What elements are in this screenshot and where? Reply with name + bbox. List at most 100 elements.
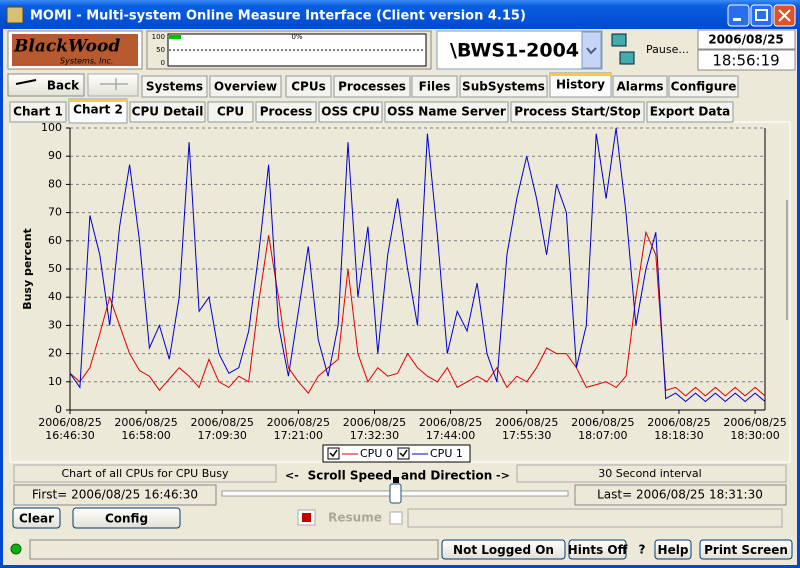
scroll-label-2: and Direction [401, 469, 492, 483]
tab-label: SubSystems [462, 80, 545, 94]
subtab[interactable] [68, 98, 128, 124]
series-line [69, 127, 766, 403]
network-icon [611, 33, 627, 47]
subtab-label: OSS CPU [321, 105, 379, 119]
tab[interactable] [668, 75, 739, 98]
series-line [69, 230, 766, 397]
tab[interactable] [612, 75, 668, 98]
tab-label: Configure [671, 80, 737, 94]
login-button-label: Not Logged On [453, 543, 554, 557]
last-time: Last= 2006/08/25 18:31:30 [597, 488, 763, 502]
tab-label: CPUs [291, 80, 326, 94]
print-button[interactable] [699, 539, 793, 560]
resume-icon [302, 513, 311, 522]
legend-check [329, 449, 338, 458]
x-tick-label: 2006/08/25 18:30:00 [723, 416, 786, 442]
y-tick-label: 100 [41, 121, 62, 134]
logo-background [12, 34, 138, 66]
system-combo[interactable] [436, 30, 603, 70]
y-tick-label: 50 [48, 262, 62, 275]
meter-value: 0% [291, 33, 302, 41]
y-tick-label: 40 [48, 290, 62, 303]
x-tick-label: 2006/08/25 16:46:30 [38, 416, 101, 442]
pause-label[interactable]: Pause... [646, 43, 689, 56]
minimize-glyph [733, 18, 741, 21]
x-tick-label: 2006/08/25 18:07:00 [571, 416, 634, 442]
y-tick-label: 0 [55, 403, 62, 416]
date-box [697, 29, 796, 50]
hints-button[interactable] [568, 539, 627, 560]
config-button[interactable] [72, 507, 181, 529]
config-button-label: Config [105, 512, 148, 526]
description: Chart of all CPUs for CPU Busy [61, 467, 228, 480]
first-time: First= 2006/08/25 16:46:30 [32, 488, 198, 502]
interval-box [516, 464, 787, 483]
subtab-label: Process Start/Stop [514, 105, 641, 119]
system-name: \BWS1-2004 [450, 40, 579, 62]
tab-label: Systems [146, 80, 203, 94]
description-box [13, 464, 277, 483]
title-bar [0, 0, 800, 29]
resume-label[interactable]: Resume [328, 511, 382, 525]
y-tick-label: 70 [48, 206, 62, 219]
y-tick-label: 90 [48, 149, 62, 162]
time-box [697, 49, 796, 71]
help-button[interactable] [654, 539, 692, 560]
chart-panel [9, 121, 791, 463]
subtab[interactable] [9, 101, 67, 123]
resume-checkbox[interactable] [389, 511, 403, 525]
back-label: Back [47, 79, 80, 93]
subtab-label: Process [260, 105, 313, 119]
back-button[interactable] [7, 73, 85, 97]
forward-arrow [100, 78, 128, 90]
y-tick-label: 30 [48, 318, 62, 331]
scroll-right: -> [496, 469, 510, 482]
minimize-button[interactable] [727, 4, 750, 27]
print-button-label: Print Screen [704, 543, 788, 557]
y-tick-label: 60 [48, 234, 62, 247]
legend-label: CPU 1 [430, 447, 463, 460]
help-question: ? [639, 543, 646, 557]
app-icon [6, 6, 24, 24]
tab[interactable] [411, 75, 458, 98]
legend-checkbox[interactable] [327, 447, 340, 460]
status-light [10, 543, 22, 555]
tab[interactable] [285, 75, 332, 98]
subtab[interactable] [384, 101, 509, 123]
slider-thumb[interactable] [389, 483, 402, 504]
clear-button[interactable] [12, 507, 61, 529]
logo-subtext: Systems, Inc. [60, 57, 113, 66]
back-arrow [15, 79, 37, 85]
combo-dropdown[interactable] [581, 31, 602, 69]
legend-checkbox[interactable] [397, 447, 410, 460]
x-tick-label: 2006/08/25 17:09:30 [191, 416, 254, 442]
x-tick-label: 2006/08/25 17:44:00 [419, 416, 482, 442]
logo-text: BlackWood [13, 37, 120, 57]
subtab-highlight [69, 99, 127, 102]
subtab[interactable] [510, 101, 645, 123]
tab-label: Overview [214, 80, 277, 94]
tab[interactable] [459, 75, 548, 98]
subtab[interactable] [318, 101, 383, 123]
close-glyph [778, 9, 791, 22]
x-tick-label: 2006/08/25 17:55:30 [495, 416, 558, 442]
first-box [13, 484, 217, 506]
x-tick-label: 2006/08/25 16:58:00 [114, 416, 177, 442]
subtab[interactable] [646, 101, 734, 123]
forward-button[interactable] [87, 73, 139, 97]
subtab[interactable] [129, 101, 206, 123]
login-button[interactable] [441, 539, 566, 560]
maximize-button[interactable] [750, 4, 773, 27]
tab[interactable] [209, 75, 282, 98]
legend-label: CPU 0 [360, 447, 393, 460]
dropdown-glyph [586, 47, 597, 55]
scroll-label: Scroll Speed [308, 469, 392, 483]
tab[interactable] [141, 75, 208, 98]
subtab[interactable] [255, 101, 317, 123]
scroll-marker [393, 477, 399, 483]
subtab[interactable] [207, 101, 254, 123]
legend-check [399, 449, 408, 458]
tab[interactable] [333, 75, 411, 98]
message-field [407, 508, 783, 528]
